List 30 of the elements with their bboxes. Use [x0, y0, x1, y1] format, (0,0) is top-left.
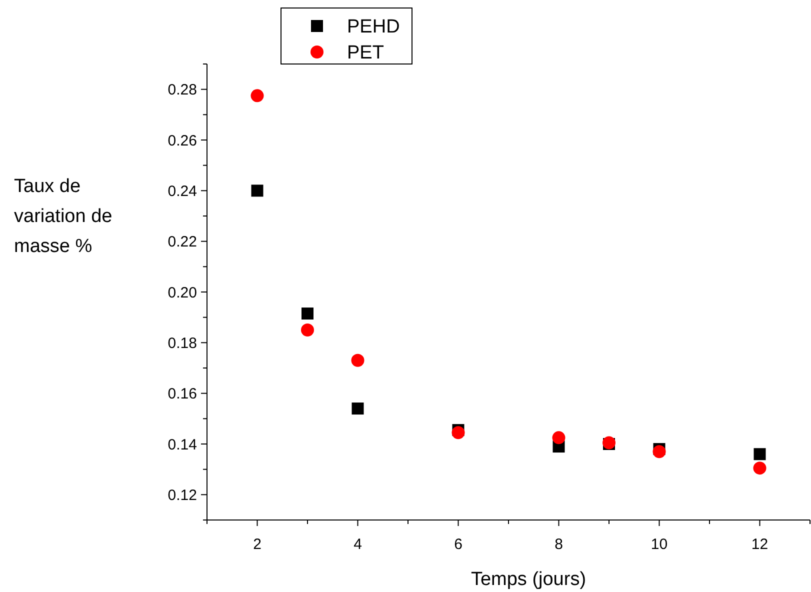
x-tick-label: 10: [650, 536, 668, 553]
y-tick-label: 0.16: [168, 386, 197, 403]
y-tick-label: 0.18: [168, 334, 197, 352]
point: [552, 431, 566, 444]
point: [754, 448, 766, 460]
x-tick-label: 2: [253, 536, 262, 553]
point: [452, 426, 465, 440]
point: [652, 445, 666, 458]
point: [352, 402, 364, 415]
x-tick-label: 8: [554, 536, 563, 553]
point: [302, 308, 314, 320]
y-tick-label: 0.28: [168, 82, 197, 99]
x-axis-title: Temps (jours): [470, 569, 586, 590]
point: [251, 184, 264, 197]
point: [753, 462, 766, 475]
x-tick-label: 4: [354, 536, 362, 553]
legend-label: PET: [347, 42, 384, 64]
legend-label: PEHD: [347, 16, 400, 38]
y-tick-label: 0.12: [168, 486, 197, 504]
x-tick-label: 6: [454, 536, 462, 553]
y-tick-label: 0.14: [168, 436, 197, 454]
y-tick-label: 0.20: [168, 284, 197, 302]
y-tick-label: 0.26: [168, 132, 197, 150]
point: [301, 324, 314, 336]
y-axis-title: Taux de variation de masse %: [14, 176, 112, 257]
y-tick-label: 0.22: [168, 234, 197, 251]
x-tick-label: 12: [751, 536, 768, 553]
y-tick-label: 0.24: [168, 182, 197, 200]
point: [250, 89, 264, 102]
point: [351, 354, 364, 367]
